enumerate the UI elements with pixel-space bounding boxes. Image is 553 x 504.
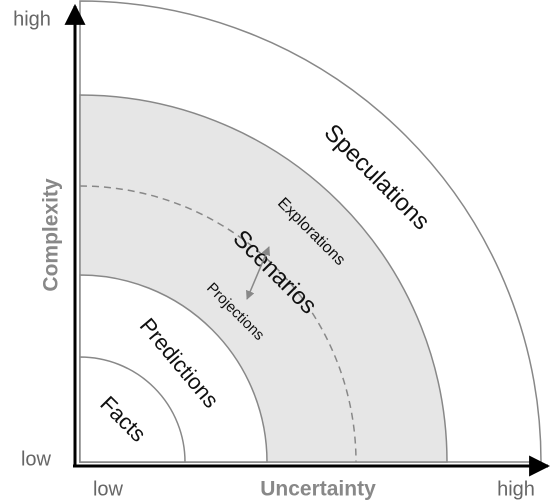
x-low: low — [93, 478, 124, 500]
y-label: Complexity — [40, 178, 63, 292]
y-high: high — [13, 8, 51, 30]
x-label: Uncertainty — [260, 478, 376, 501]
y-low: low — [21, 448, 52, 470]
facts-region — [79, 356, 186, 463]
scenario-divider — [79, 185, 357, 463]
x-high: high — [497, 478, 535, 500]
double-arrow — [246, 246, 270, 300]
